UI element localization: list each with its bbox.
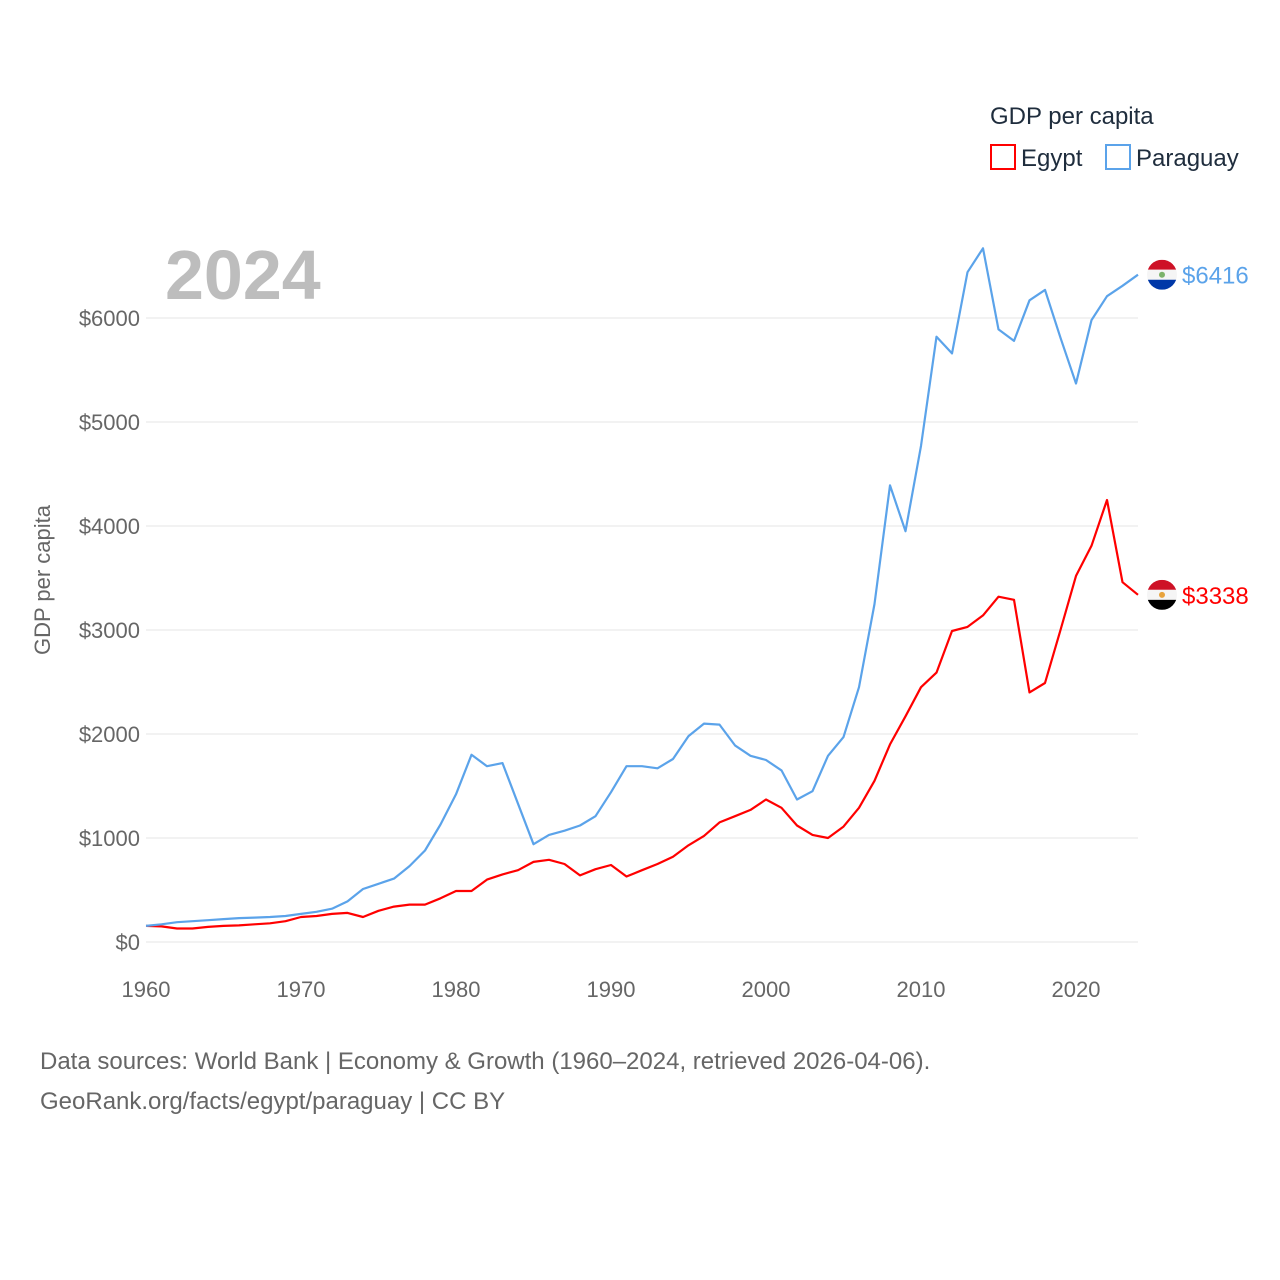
series-lines <box>145 247 1139 930</box>
paraguay-flag-icon <box>1147 259 1177 290</box>
legend-title: GDP per capita <box>990 103 1154 130</box>
series-line-paraguay <box>145 247 1139 927</box>
y-tick-label: $2000 <box>79 722 140 747</box>
y-tick-label: $1000 <box>79 826 140 851</box>
footer-source: Data sources: World Bank | Economy & Gro… <box>40 1042 930 1122</box>
footer-sources-line: Data sources: World Bank | Economy & Gro… <box>40 1048 931 1075</box>
legend: GDP per capita Egypt Paraguay <box>990 103 1239 172</box>
legend-label-egypt: Egypt <box>1021 145 1083 172</box>
year-label: 2024 <box>165 236 321 314</box>
y-tick-label: $4000 <box>79 514 140 539</box>
egypt-flag-icon <box>1147 579 1177 610</box>
footer-link-line[interactable]: GeoRank.org/facts/egypt/paraguay | CC BY <box>40 1088 506 1115</box>
y-tick-label: $3000 <box>79 618 140 643</box>
x-tick-label: 1990 <box>587 977 636 1002</box>
x-tick-label: 1960 <box>122 977 171 1002</box>
x-tick-label: 2020 <box>1052 977 1101 1002</box>
y-axis-ticks: $0 $1000 $2000 $3000 $4000 $5000 $6000 <box>79 306 140 955</box>
legend-label-paraguay: Paraguay <box>1136 145 1239 172</box>
y-tick-label: $0 <box>116 930 140 955</box>
legend-swatch-paraguay <box>1105 144 1131 170</box>
end-label-paraguay: $6416 <box>1182 263 1249 290</box>
series-end-labels: $3338 $6416 <box>1147 259 1249 610</box>
legend-swatch-egypt <box>990 144 1016 170</box>
y-axis-label: GDP per capita <box>30 504 55 655</box>
grid-lines <box>146 317 1138 943</box>
x-tick-label: 1980 <box>432 977 481 1002</box>
end-label-egypt: $3338 <box>1182 583 1249 610</box>
legend-item-egypt[interactable]: Egypt <box>990 144 1083 172</box>
x-axis-ticks: 1960 1970 1980 1990 2000 2010 2020 <box>122 977 1101 1002</box>
y-tick-label: $5000 <box>79 410 140 435</box>
x-tick-label: 1970 <box>277 977 326 1002</box>
y-tick-label: $6000 <box>79 306 140 331</box>
x-tick-label: 2000 <box>742 977 791 1002</box>
x-tick-label: 2010 <box>897 977 946 1002</box>
series-line-egypt <box>145 498 1139 930</box>
legend-item-paraguay[interactable]: Paraguay <box>1105 144 1239 172</box>
